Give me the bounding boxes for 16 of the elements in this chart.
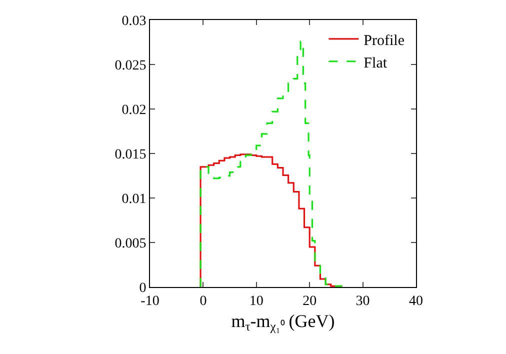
- y-tick-label: 0: [139, 280, 146, 296]
- x-tick-label: 20: [302, 294, 317, 309]
- y-tick-label: 0.005: [114, 236, 146, 252]
- y-tick-label: 0.02: [122, 102, 146, 118]
- legend-label: Flat: [364, 55, 388, 72]
- y-tick-label: 0.015: [114, 147, 146, 162]
- legend-label: Profile: [364, 32, 405, 49]
- x-tick-label: 10: [249, 294, 264, 309]
- x-tick-label: 30: [356, 294, 370, 309]
- y-tick-label: 0.03: [122, 14, 146, 29]
- y-tick-label: 0.025: [114, 58, 146, 74]
- y-tick-label: 0.01: [122, 192, 146, 207]
- x-tick-label: 0: [200, 294, 207, 309]
- x-tick-label: -10: [140, 294, 160, 309]
- x-tick-label: 40: [409, 294, 423, 309]
- x-axis-title: m$_{τ}$-m$_{χ₁⁰}$ (GeV): [231, 310, 335, 334]
